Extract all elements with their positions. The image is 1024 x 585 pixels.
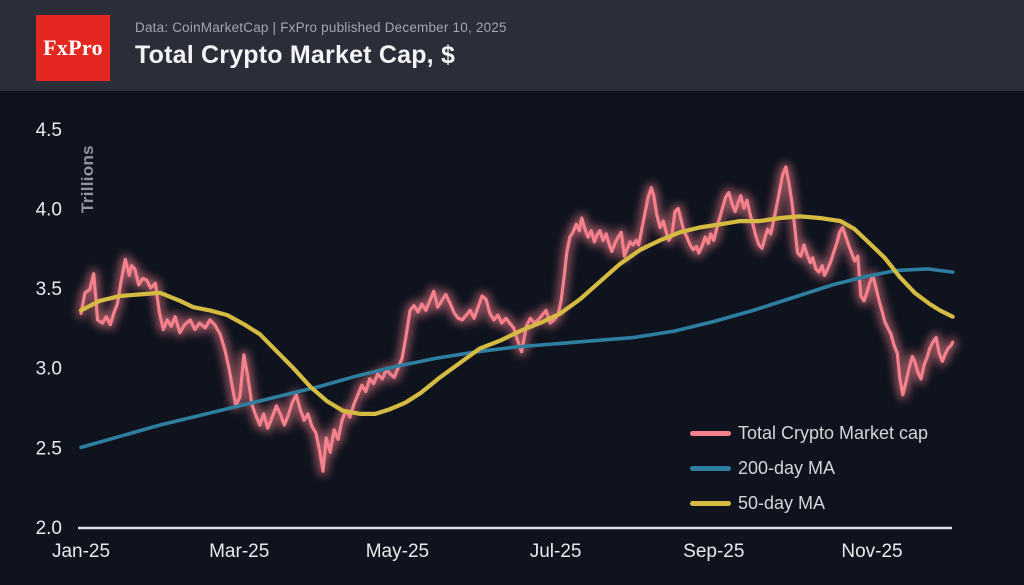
- chart-svg: 2.0 2.5 3.0 3.5 4.0 4.5 Jan-25 Mar-25 May-25 Jul-…: [36, 120, 959, 562]
- data-source-line: Data: CoinMarketCap | FxPro published De…: [135, 20, 507, 35]
- y-tick-label: 4.0: [36, 199, 62, 220]
- legend-label-market-cap: Total Crypto Market cap: [738, 423, 929, 443]
- fxpro-logo-text: FxPro: [43, 35, 103, 60]
- fxpro-logo: FxPro: [36, 15, 110, 81]
- y-tick-label: 2.5: [36, 438, 62, 459]
- legend-item-market-cap: Total Crypto Market cap: [690, 416, 928, 451]
- legend-swatch-50day-ma: [690, 501, 731, 506]
- y-axis-unit-label: Trillions: [78, 145, 97, 213]
- y-tick-label: 3.0: [36, 359, 62, 380]
- x-tick-label: Jul-25: [530, 541, 582, 562]
- y-tick-label: 4.5: [36, 120, 62, 141]
- legend-label-200day-ma: 200-day MA: [738, 458, 836, 478]
- market-cap-line: [79, 165, 955, 473]
- legend: Total Crypto Market cap 200-day MA 50-da…: [690, 416, 928, 521]
- chart-title: Total Crypto Market Cap, $: [135, 41, 456, 69]
- header: FxPro Data: CoinMarketCap | FxPro publis…: [0, 0, 1024, 91]
- ma50-line: [78, 214, 955, 416]
- legend-item-200day-ma: 200-day MA: [690, 451, 928, 486]
- legend-swatch-market-cap: [690, 431, 731, 436]
- legend-item-50day-ma: 50-day MA: [690, 486, 928, 521]
- x-tick-label: May-25: [366, 541, 429, 562]
- chart-area: 2.0 2.5 3.0 3.5 4.0 4.5 Jan-25 Mar-25 May-25 Jul-…: [0, 91, 1024, 585]
- ma200-line: [79, 267, 955, 450]
- y-tick-label: 2.0: [36, 518, 62, 539]
- legend-swatch-200day-ma: [690, 466, 731, 471]
- x-tick-label: Sep-25: [683, 541, 744, 562]
- x-tick-label: Mar-25: [209, 541, 269, 562]
- title-block: Data: CoinMarketCap | FxPro published De…: [135, 20, 507, 70]
- x-tick-label: Nov-25: [841, 541, 902, 562]
- legend-label-50day-ma: 50-day MA: [738, 493, 826, 513]
- x-tick-label: Jan-25: [52, 541, 110, 562]
- y-tick-label: 3.5: [36, 279, 62, 300]
